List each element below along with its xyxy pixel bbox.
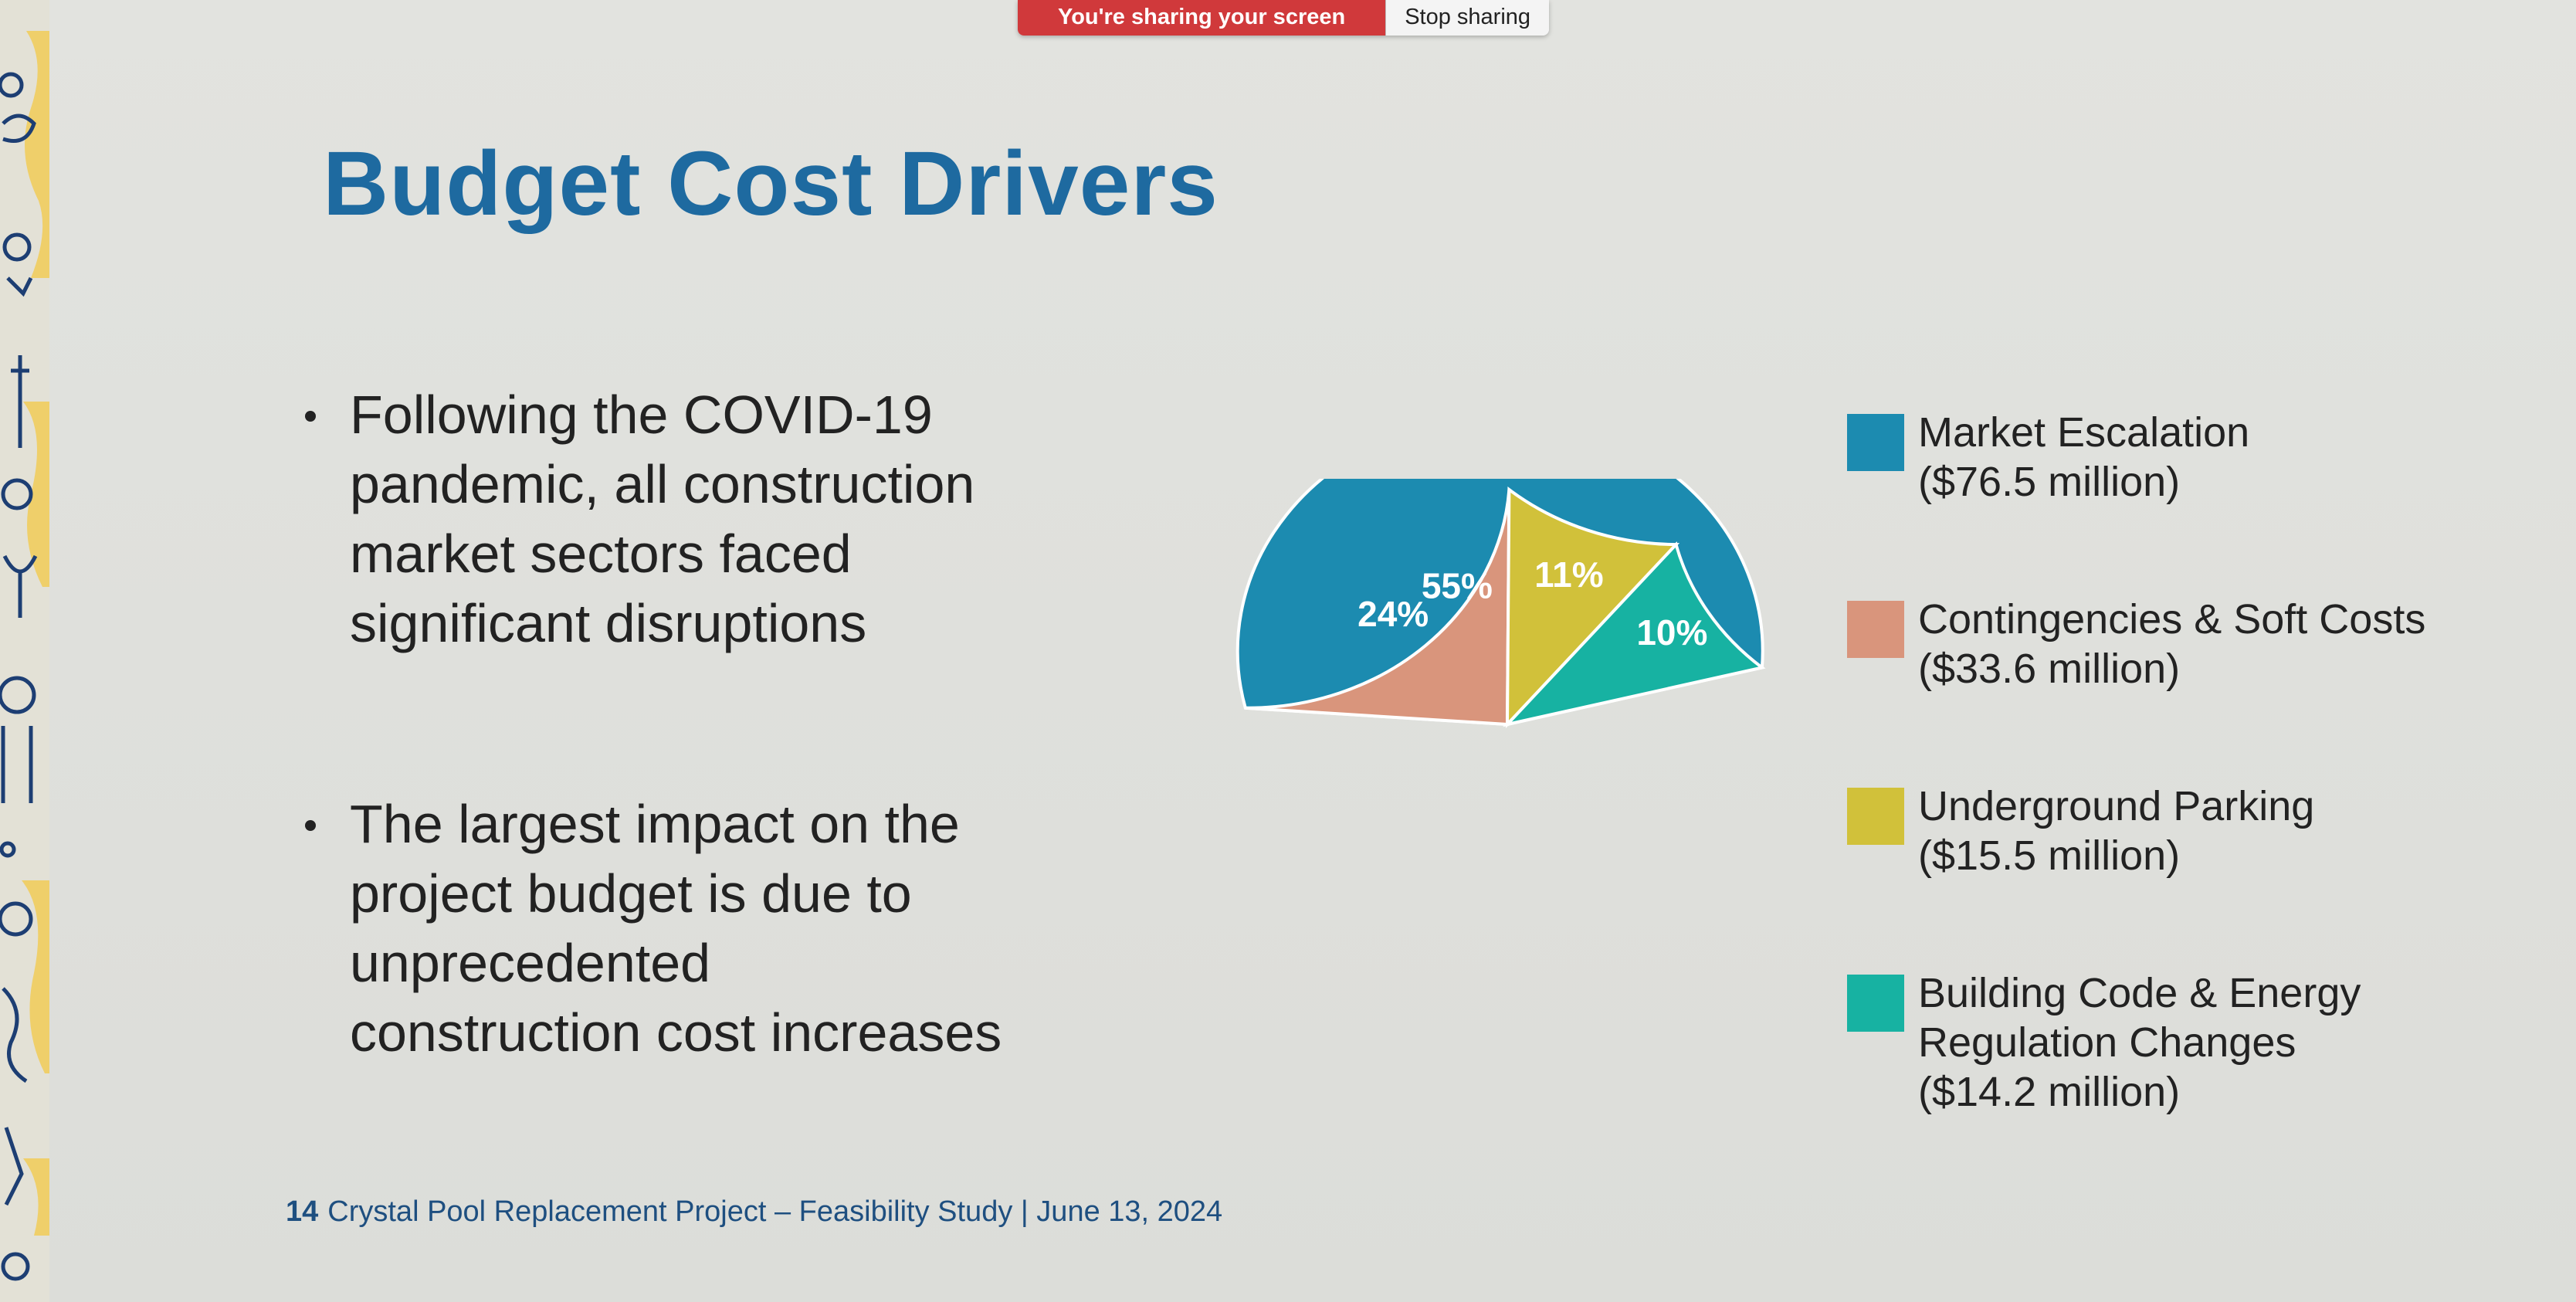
legend-line: Market Escalation	[1918, 409, 2250, 456]
decorative-border-illustration	[0, 0, 49, 1302]
legend-swatch	[1847, 601, 1904, 658]
bullet-line: The largest impact on the	[350, 794, 960, 854]
sharing-status-label: You're sharing your screen	[1018, 0, 1386, 36]
bullet-line: significant disruptions	[350, 593, 867, 653]
chart-legend: Market Escalation ($76.5 million) Contin…	[1847, 408, 2542, 1117]
legend-label: Underground Parking ($15.5 million)	[1918, 782, 2542, 880]
slide-footer: 14 Crystal Pool Replacement Project – Fea…	[286, 1195, 1222, 1229]
legend-label: Market Escalation ($76.5 million)	[1918, 408, 2542, 507]
stop-sharing-button[interactable]: Stop sharing	[1385, 0, 1550, 36]
legend-line: Regulation Changes	[1918, 1019, 2296, 1066]
legend-line: Contingencies & Soft Costs	[1918, 596, 2426, 643]
pie-slice-contingencies	[1245, 489, 1511, 727]
bullet-item: Following the COVID-19 pandemic, all con…	[297, 380, 1185, 658]
legend-line: Building Code & Energy	[1918, 970, 2361, 1016]
legend-line: ($33.6 million)	[1918, 646, 2181, 692]
legend-swatch	[1847, 788, 1904, 845]
legend-label: Building Code & Energy Regulation Change…	[1918, 968, 2542, 1117]
legend-label: Contingencies & Soft Costs ($33.6 millio…	[1918, 595, 2542, 693]
pie-slice-underground-parking	[1505, 487, 1680, 729]
page-number: 14	[286, 1195, 319, 1228]
legend-line: ($76.5 million)	[1918, 459, 2181, 505]
bullet-line: market sectors faced	[350, 524, 852, 584]
pie-chart: 55%24% 11% 10%	[1235, 479, 1766, 729]
pie-slice-building-code	[1503, 541, 1766, 727]
legend-line: ($14.2 million)	[1918, 1069, 2181, 1115]
slide-title: Budget Cost Drivers	[323, 133, 1219, 235]
bullet-line: Following the COVID-19	[350, 385, 933, 445]
legend-item-market-escalation: Market Escalation ($76.5 million)	[1847, 408, 2542, 595]
pie-value-label: 24%	[1357, 594, 1429, 634]
legend-swatch	[1847, 975, 1904, 1032]
bullet-item: The largest impact on the project budget…	[297, 789, 1185, 1067]
legend-line: Underground Parking	[1918, 783, 2315, 829]
legend-item-contingencies: Contingencies & Soft Costs ($33.6 millio…	[1847, 595, 2542, 782]
pie-value-label: 11%	[1534, 554, 1604, 595]
bullet-line: unprecedented	[350, 933, 711, 993]
bullet-list: Following the COVID-19 pandemic, all con…	[297, 380, 1185, 1199]
legend-line: ($15.5 million)	[1918, 832, 2181, 879]
footer-text: Crystal Pool Replacement Project – Feasi…	[327, 1195, 1223, 1228]
legend-item-building-code: Building Code & Energy Regulation Change…	[1847, 968, 2542, 1117]
bullet-line: construction cost increases	[350, 1002, 1002, 1063]
bullet-line: project budget is due to	[350, 863, 912, 924]
legend-swatch	[1847, 414, 1904, 471]
screen-share-bar: You're sharing your screen Stop sharing	[1018, 0, 1550, 36]
pie-value-label: 10%	[1636, 612, 1707, 653]
bullet-line: pandemic, all construction	[350, 454, 975, 514]
legend-item-underground-parking: Underground Parking ($15.5 million)	[1847, 782, 2542, 968]
pie-value-label: 55%	[1422, 566, 1493, 606]
